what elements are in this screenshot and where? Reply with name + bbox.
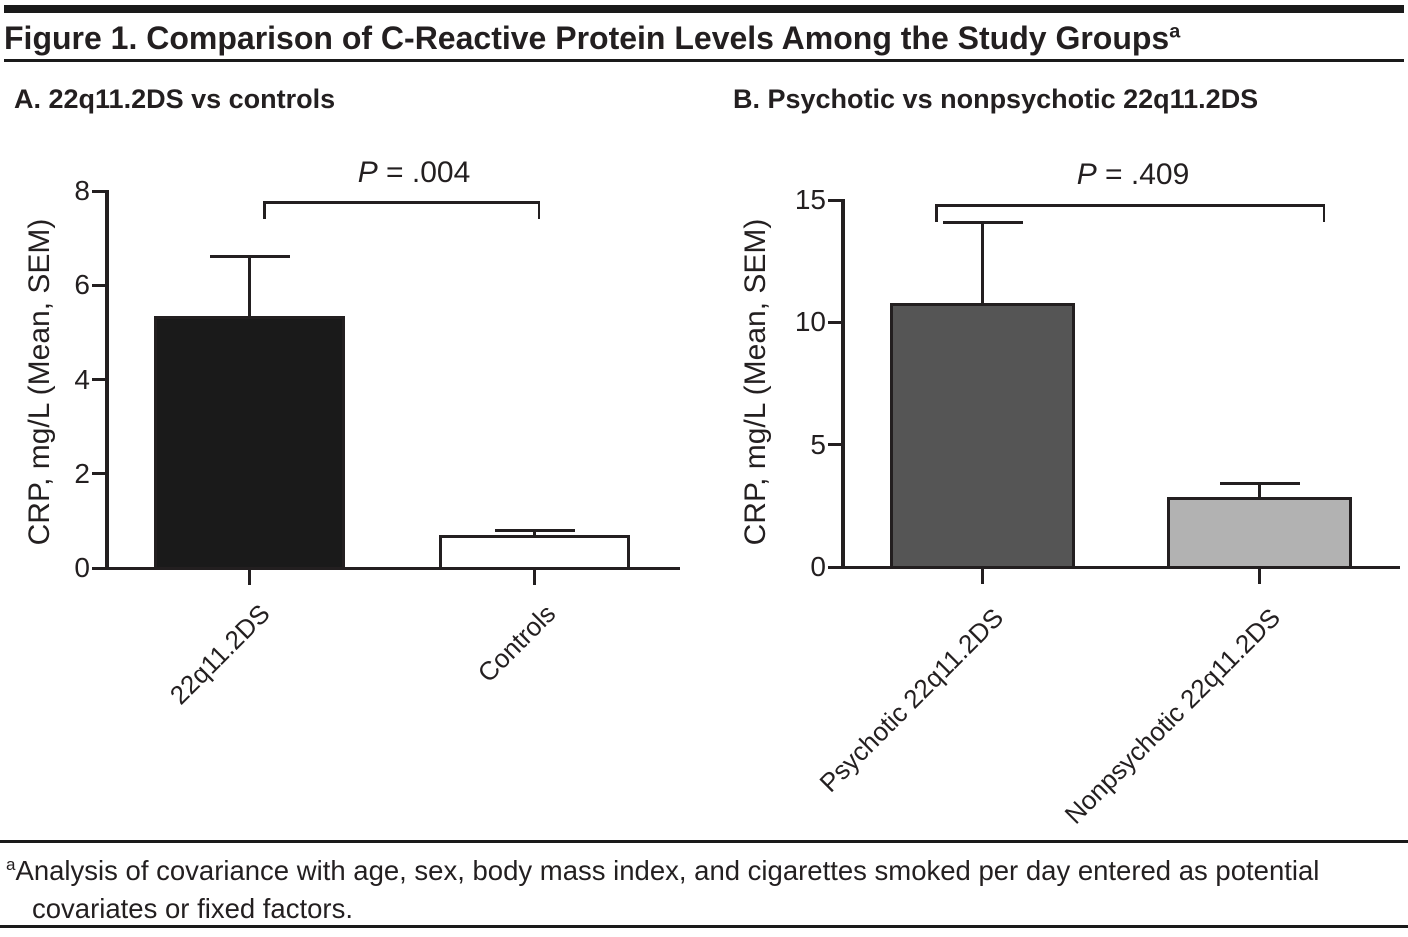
significance-bracket-right-drop (537, 201, 540, 219)
y-axis-tick (828, 198, 841, 202)
y-axis-tick (92, 189, 105, 193)
y-axis-tick (828, 320, 841, 324)
y-tick-label: 0 (74, 552, 90, 583)
x-tick-label: 22q11.2DS (164, 598, 277, 711)
y-axis-tick (92, 566, 105, 570)
x-axis-tick (981, 569, 984, 584)
bar-B-2 (1167, 497, 1352, 569)
y-tick-label: 15 (794, 184, 826, 215)
bar-B-1 (890, 302, 1075, 569)
error-bar-cap (494, 528, 575, 532)
y-tick-label: 0 (810, 551, 826, 582)
error-bar-stem (1258, 483, 1261, 501)
significance-bracket-top (263, 201, 540, 204)
y-tick-label: 10 (794, 306, 826, 338)
p-symbol: P (1076, 158, 1097, 191)
x-tick-label: Nonpsychotic 22q11.2DS (1058, 602, 1287, 830)
y-tick-label: 4 (74, 363, 90, 395)
error-bar-cap (942, 220, 1023, 224)
y-axis-tick (92, 472, 105, 476)
error-bar-cap (1219, 482, 1300, 486)
significance-bracket-right-drop (1322, 204, 1325, 222)
y-axis-tick (92, 283, 105, 287)
p-value-text: = .004 (377, 156, 471, 189)
x-axis-tick (1258, 569, 1261, 584)
y-axis-tick (828, 565, 841, 569)
significance-bracket-top (935, 204, 1325, 207)
footnote-top-rule (0, 840, 1408, 843)
y-tick-label: 8 (74, 175, 90, 206)
p-value-label: P = .004 (264, 156, 564, 190)
p-symbol: P (357, 156, 378, 189)
y-axis-line (105, 190, 109, 570)
p-value-label: P = .409 (983, 158, 1283, 192)
footnote-marker: a (6, 855, 16, 874)
bar-A-2 (439, 535, 630, 570)
x-tick-label: Psychotic 22q11.2DS (813, 602, 1010, 798)
significance-bracket-left-drop (935, 204, 938, 222)
panel-b-y-axis-label: CRP, mg/L (Mean, SEM) (739, 218, 772, 546)
bar-A-1 (154, 315, 345, 570)
y-axis-tick (828, 443, 841, 447)
footnote-text: Analysis of covariance with age, sex, bo… (15, 855, 1320, 925)
y-axis-line (841, 199, 845, 569)
y-axis-tick (92, 378, 105, 381)
y-tick-label: 6 (74, 269, 90, 301)
x-axis-tick (248, 570, 251, 585)
top-border-bar (4, 5, 1404, 13)
x-axis-tick (533, 570, 536, 585)
error-bar-stem (533, 530, 536, 538)
footnote: aAnalysis of covariance with age, sex, b… (6, 846, 1402, 928)
y-tick-label: 5 (810, 428, 826, 460)
error-bar-cap (209, 255, 290, 259)
x-axis-line (841, 565, 1400, 569)
x-axis-line (105, 566, 680, 570)
title-divider-rule (4, 59, 1404, 62)
panel-a-title: A. 22q11.2DS vs controls (14, 84, 336, 114)
footnote-bottom-rule (0, 925, 1408, 928)
p-value-text: = .409 (1096, 158, 1190, 191)
figure-title-text: Figure 1. Comparison of C-Reactive Prote… (4, 20, 1170, 56)
significance-bracket-left-drop (263, 201, 266, 219)
figure-title-superscript: a (1169, 20, 1181, 43)
error-bar-stem (248, 256, 251, 319)
panel-b-title: B. Psychotic vs nonpsychotic 22q11.2DS (733, 84, 1259, 114)
figure-title: Figure 1. Comparison of C-Reactive Prote… (4, 20, 1180, 57)
x-tick-label: Controls (471, 598, 562, 688)
y-tick-label: 2 (74, 457, 90, 489)
error-bar-stem (981, 222, 984, 306)
